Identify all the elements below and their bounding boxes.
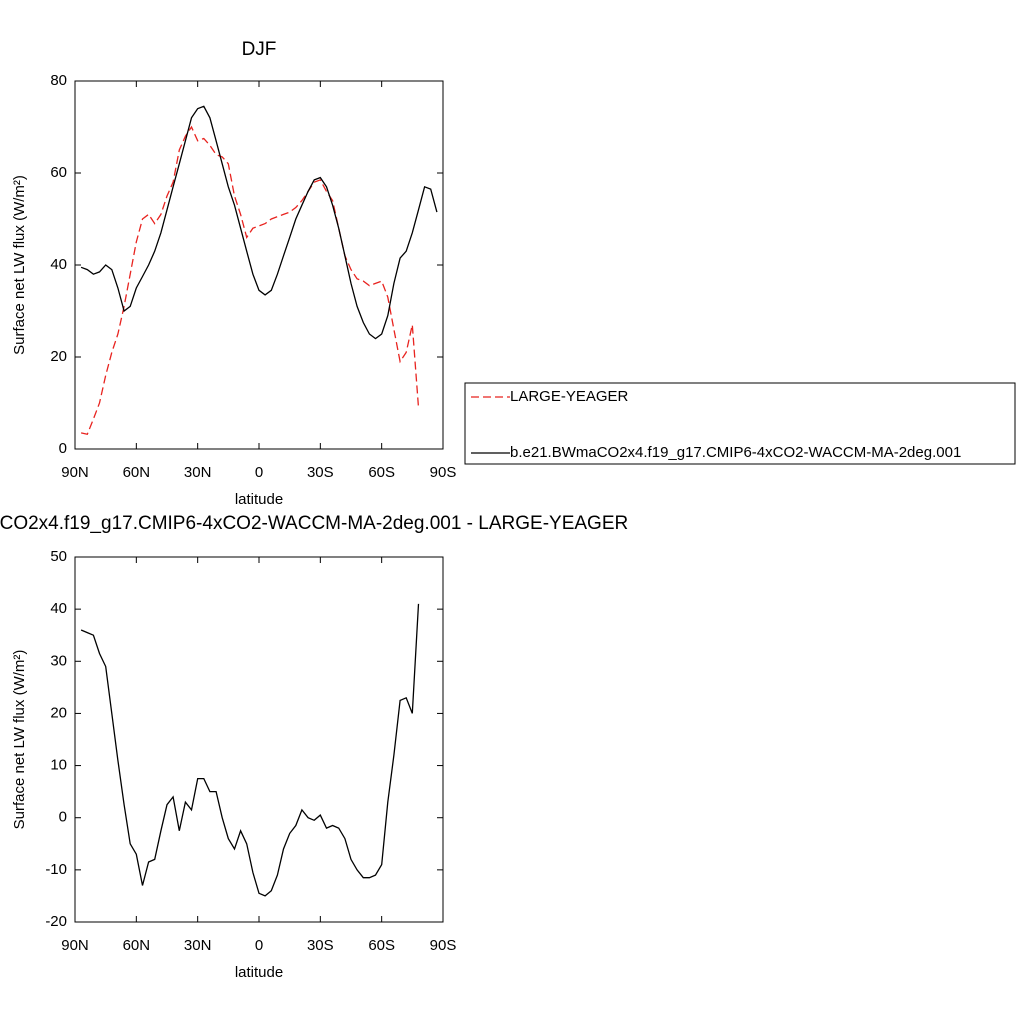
x-tick-label: 90N <box>61 937 89 954</box>
x-tick-label: 30N <box>184 937 212 954</box>
legend-label: b.e21.BWmaCO2x4.f19_g17.CMIP6-4xCO2-WACC… <box>510 444 961 461</box>
x-axis-label: latitude <box>235 964 283 981</box>
x-tick-label: 30N <box>184 464 212 481</box>
y-tick-label: -10 <box>45 861 67 878</box>
x-tick-label: 30S <box>307 937 334 954</box>
y-tick-label: 20 <box>50 348 67 365</box>
chart-title: b.e21.BWmaCO2x4.f19_g17.CMIP6-4xCO2-WACC… <box>0 513 628 534</box>
x-tick-label: 90S <box>430 937 457 954</box>
y-tick-label: 0 <box>59 440 67 457</box>
y-tick-label: 20 <box>50 704 67 721</box>
data-line <box>80 105 438 340</box>
legend-box <box>464 382 1016 465</box>
x-axis-label: latitude <box>235 491 283 508</box>
x-tick-label: 30S <box>307 464 334 481</box>
x-tick-label: 60N <box>123 937 151 954</box>
plot-frame <box>74 80 444 450</box>
y-tick-label: 10 <box>50 757 67 774</box>
y-tick-label: 80 <box>50 72 67 89</box>
y-axis-label: Surface net LW flux (W/m²) <box>11 650 28 830</box>
y-tick-label: 50 <box>50 548 67 565</box>
y-tick-label: 40 <box>50 600 67 617</box>
x-tick-label: 60S <box>368 464 395 481</box>
y-tick-label: -20 <box>45 913 67 930</box>
x-tick-label: 90N <box>61 464 89 481</box>
y-axis-label: Surface net LW flux (W/m²) <box>11 175 28 355</box>
plot-frame <box>74 556 444 923</box>
chart-title: DJF <box>242 39 277 60</box>
y-tick-label: 40 <box>50 256 67 273</box>
x-tick-label: 60N <box>123 464 151 481</box>
data-line <box>80 603 420 897</box>
legend-label: LARGE-YEAGER <box>510 388 629 405</box>
x-tick-label: 60S <box>368 937 395 954</box>
data-line <box>80 125 420 436</box>
x-tick-label: 90S <box>430 464 457 481</box>
y-tick-label: 30 <box>50 652 67 669</box>
y-tick-label: 60 <box>50 164 67 181</box>
x-tick-label: 0 <box>255 464 263 481</box>
y-tick-label: 0 <box>59 809 67 826</box>
x-tick-label: 0 <box>255 937 263 954</box>
